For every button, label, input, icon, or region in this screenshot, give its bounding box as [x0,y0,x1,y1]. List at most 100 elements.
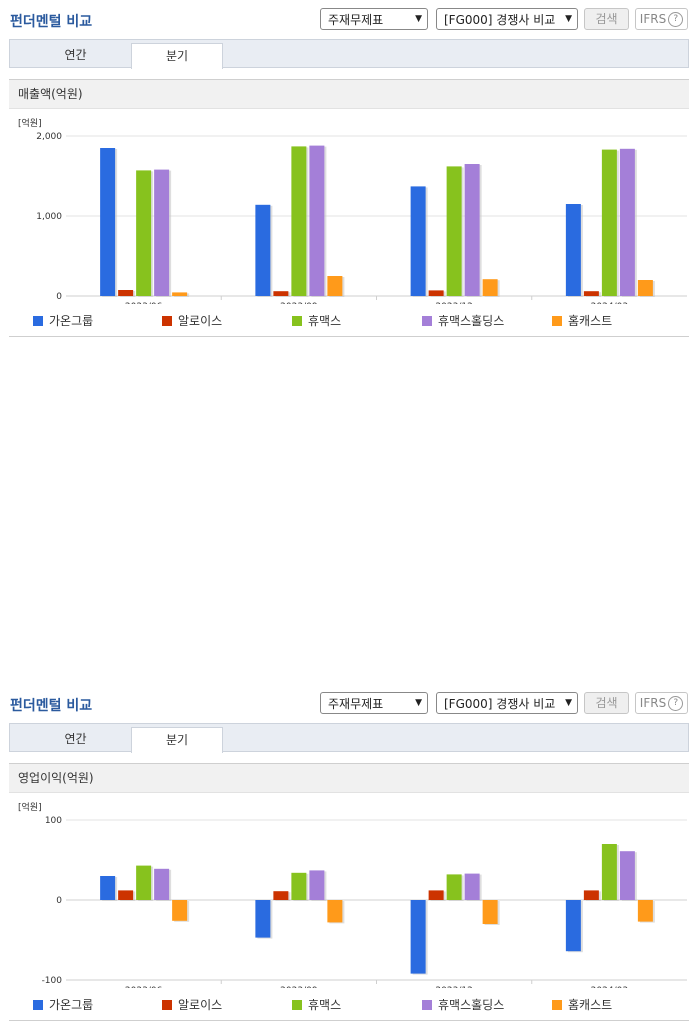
bar-humax-holdings [309,145,325,296]
chevron-down-icon: ▼ [565,698,572,708]
legend-item-humax-holdings[interactable]: 휴맥스홀딩스 [422,996,504,1013]
bar-homecast [327,276,343,296]
divider [9,1020,689,1021]
peer-group-select-value: [FG000] 경쟁사 비교 [444,697,556,711]
legend-label: 휴맥스홀딩스 [438,314,505,328]
tab-quarter[interactable]: 분기 [131,43,223,69]
chevron-down-icon: ▼ [565,14,572,24]
ifrs-button[interactable]: IFRS? [635,8,688,30]
bar-humax [446,166,462,296]
legend-item-humax[interactable]: 휴맥스 [292,996,341,1013]
bar-gaon-group [410,186,426,296]
bar-humax-holdings [464,164,480,296]
statement-type-select[interactable]: 주재무제표 ▼ [320,692,428,714]
ifrs-button[interactable]: IFRS? [635,692,688,714]
legend-label: 홈캐스트 [568,998,613,1012]
legend-item-gaon-group[interactable]: 가온그룹 [33,996,93,1013]
bar-gaon-group [565,900,581,952]
legend-swatch [552,316,562,326]
x-tick-label: 2023/09 [280,302,318,304]
legend-swatch [33,1000,43,1010]
legend-item-humax[interactable]: 휴맥스 [292,312,341,329]
bar-homecast [637,900,653,922]
chevron-down-icon: ▼ [415,698,422,708]
fundamental-compare-operating-income: 펀더멘털 비교 주재무제표 ▼ [FG000] 경쟁사 비교 ▼ 검색 IFRS? … [0,684,696,1026]
statement-type-select-value: 주재무제표 [328,13,384,27]
bar-humax-holdings [619,148,635,296]
legend-swatch [292,316,302,326]
legend-swatch [422,1000,432,1010]
x-tick-label: 2024/03 [591,986,628,988]
y-tick-label: 1,000 [36,212,62,222]
bar-humax-holdings [309,870,325,900]
legend-item-homecast[interactable]: 홈캐스트 [552,996,612,1013]
bar-homecast [482,279,498,296]
legend-item-alloys[interactable]: 알로이스 [162,996,222,1013]
legend-swatch [162,316,172,326]
legend-item-alloys[interactable]: 알로이스 [162,312,222,329]
search-button[interactable]: 검색 [584,8,629,30]
bar-alloys [583,291,599,296]
period-tabs: 연간 분기 [9,39,689,69]
bar-humax [601,149,617,296]
legend-swatch [292,1000,302,1010]
help-icon[interactable]: ? [668,12,684,27]
bar-humax [136,170,152,296]
legend-label: 알로이스 [178,314,223,328]
bar-humax-holdings [464,873,480,900]
legend-swatch [552,1000,562,1010]
tab-quarter[interactable]: 분기 [131,727,223,753]
legend-swatch [422,316,432,326]
revenue-bar-chart: [억원] 2,000 1,000 0 2023/06 2023/09 2023/12 2024… [18,117,687,304]
legend-swatch [162,1000,172,1010]
bar-homecast [172,900,188,921]
bar-homecast [327,900,343,923]
statement-type-select[interactable]: 주재무제표 ▼ [320,8,428,30]
fundamental-compare-revenue: 펀더멘털 비교 주재무제표 ▼ [FG000] 경쟁사 비교 ▼ 검색 IFRS? … [0,0,696,342]
help-icon[interactable]: ? [668,696,684,711]
peer-group-select[interactable]: [FG000] 경쟁사 비교 ▼ [436,8,578,30]
section-title: 펀더멘털 비교 [10,698,93,714]
legend-item-homecast[interactable]: 홈캐스트 [552,312,612,329]
peer-group-select-value: [FG000] 경쟁사 비교 [444,13,556,27]
bar-gaon-group [410,900,426,974]
bar-humax-holdings [154,169,170,296]
bar-humax-holdings [154,868,170,900]
bar-alloys [428,290,444,296]
operating-income-bar-chart: [억원]100 0 -100 2023/06 2023/09 2023/12 2024/03 [18,801,687,988]
peer-group-select[interactable]: [FG000] 경쟁사 비교 ▼ [436,692,578,714]
chart-legend: 가온그룹 알로이스 휴맥스 휴맥스홀딩스 홈캐스트 [0,996,696,1012]
chart-legend: 가온그룹 알로이스 휴맥스 휴맥스홀딩스 홈캐스트 [0,312,696,328]
bar-humax [291,146,307,296]
bar-humax-holdings [619,851,635,900]
legend-label: 휴맥스홀딩스 [438,998,505,1012]
period-tabs: 연간 분기 [9,723,689,753]
bar-alloys [273,291,289,296]
x-tick-label: 2024/03 [591,302,628,304]
x-tick-label: 2023/06 [125,986,163,988]
tab-annual[interactable]: 연간 [64,732,87,746]
bar-gaon-group [100,876,116,900]
x-tick-label: 2023/06 [125,302,163,304]
x-tick-label: 2023/12 [435,302,472,304]
bar-alloys [583,890,599,900]
tab-annual[interactable]: 연간 [64,48,87,62]
section-title: 펀더멘털 비교 [10,14,93,30]
bar-gaon-group [100,148,116,296]
bar-homecast [637,280,653,296]
y-tick-label: 2,000 [36,132,62,142]
legend-label: 휴맥스 [308,998,342,1012]
bar-humax [601,844,617,900]
y-tick-label: 0 [56,292,62,302]
ifrs-label: IFRS [639,696,667,710]
divider [9,336,689,337]
bar-gaon-group [255,204,271,296]
legend-item-humax-holdings[interactable]: 휴맥스홀딩스 [422,312,504,329]
y-tick-label: 100 [45,816,62,826]
bar-gaon-group [565,204,581,296]
search-button[interactable]: 검색 [584,692,629,714]
bar-alloys [118,290,134,296]
y-axis-unit: [억원] [18,117,42,129]
statement-type-select-value: 주재무제표 [328,697,384,711]
legend-item-gaon-group[interactable]: 가온그룹 [33,312,93,329]
